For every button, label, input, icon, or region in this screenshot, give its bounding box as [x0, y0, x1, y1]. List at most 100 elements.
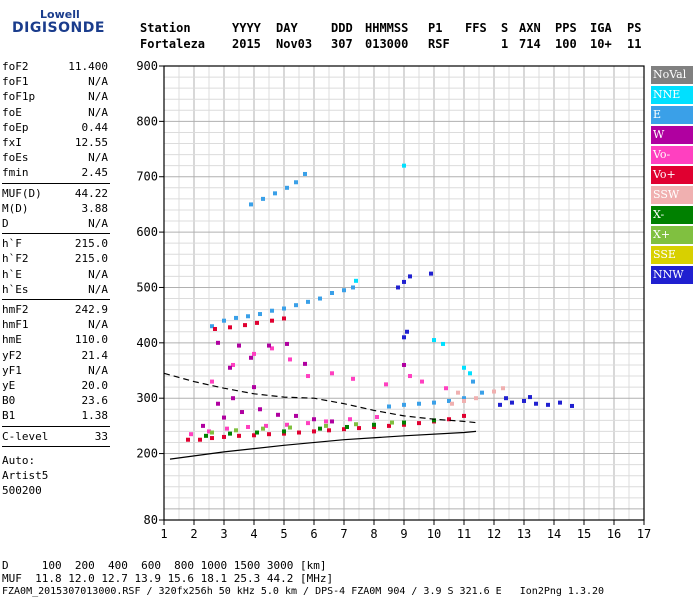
data-point: [249, 202, 253, 207]
header-label-axn: AXN: [519, 21, 541, 35]
param-name: fxI: [2, 136, 22, 149]
param-name: yE: [2, 379, 16, 392]
data-point: [282, 431, 286, 436]
param-name: yF1: [2, 363, 22, 377]
param-name: MUF(D): [2, 186, 42, 200]
param-separator: [2, 445, 110, 447]
data-point: [258, 407, 262, 412]
data-point: [216, 340, 220, 345]
data-point: [402, 422, 406, 427]
param-value: 215.0: [74, 252, 108, 266]
data-point: [390, 420, 394, 425]
data-point: [294, 180, 298, 185]
param-row-hes: h`Es N/A: [0, 283, 108, 297]
data-point: [351, 285, 355, 290]
y-tick-label: 600: [136, 225, 158, 239]
legend-item-x: X+: [651, 226, 693, 244]
y-tick-label: 800: [136, 114, 158, 128]
header-value-day: Nov03: [276, 37, 313, 51]
data-point: [207, 429, 211, 434]
data-point: [228, 431, 232, 436]
data-point: [222, 434, 226, 439]
param-name: foF1p: [2, 90, 36, 104]
data-point: [534, 401, 538, 406]
data-point: [447, 417, 451, 422]
data-point: [306, 374, 310, 379]
header-value-p1: RSF: [428, 37, 450, 51]
data-point: [408, 274, 412, 279]
header-value-station: Fortaleza: [140, 37, 206, 51]
data-point: [231, 396, 235, 401]
param-separator: [2, 233, 110, 235]
header-label-yyyy: YYYY: [232, 21, 261, 35]
data-point: [324, 419, 328, 424]
param-separator: [2, 425, 110, 427]
param-row-fmin: fmin 2.45: [0, 166, 108, 180]
param-value: 0.44: [81, 120, 109, 134]
param-row-clevel: C-level 33: [0, 430, 108, 444]
data-point: [246, 424, 250, 429]
param-name: foEp: [2, 120, 29, 134]
param-value: 215.0: [74, 237, 108, 251]
data-point: [318, 296, 322, 301]
data-point: [294, 303, 298, 308]
legend-item-vo: Vo+: [651, 166, 693, 184]
data-point: [288, 425, 292, 430]
param-name: hmE: [2, 333, 22, 347]
param-row-foe: foE N/A: [0, 106, 108, 120]
data-point: [258, 312, 262, 317]
param-value: 242.9: [74, 303, 108, 316]
header-label-s: S: [501, 21, 509, 35]
data-point: [330, 291, 334, 295]
x-tick-label: 6: [310, 527, 317, 541]
param-name: h`E: [2, 267, 22, 281]
legend-item-vo: Vo-: [651, 146, 693, 164]
header-label-day: DAY: [276, 21, 298, 35]
header-value-hhmmss: 013000: [365, 37, 409, 51]
legend-item-sse: SSE: [651, 246, 693, 264]
model-line: [169, 430, 477, 460]
header-value-s: 1: [501, 37, 509, 51]
x-tick-label: 15: [577, 527, 591, 541]
data-point: [447, 398, 451, 403]
data-point: [408, 374, 412, 379]
data-point: [267, 432, 271, 437]
data-point: [402, 279, 406, 284]
y-tick-label: 300: [136, 391, 158, 405]
param-separator: [2, 299, 110, 300]
data-point: [285, 341, 289, 346]
data-point: [387, 404, 391, 409]
data-point: [237, 343, 241, 348]
data-point: [231, 362, 235, 367]
legend-item-nne: NNE: [651, 86, 693, 104]
data-point: [396, 285, 400, 290]
param-value: N/A: [88, 151, 108, 165]
param-value: N/A: [88, 75, 108, 89]
param-value: N/A: [88, 318, 108, 332]
param-row-b1: B1 1.38: [0, 409, 108, 423]
x-tick-label: 13: [517, 527, 531, 541]
legend-item-noval: NoVal: [651, 66, 693, 84]
data-point: [225, 426, 229, 431]
data-point: [546, 402, 550, 407]
data-point: [261, 426, 265, 431]
data-point: [303, 171, 307, 176]
header-value-axn: 714: [519, 37, 541, 51]
param-value: 110.0: [74, 333, 108, 347]
y-tick-label: 700: [136, 170, 158, 184]
data-point: [324, 423, 328, 428]
legend-item-ssw: SSW: [651, 186, 693, 204]
x-tick-label: 10: [427, 527, 441, 541]
data-point: [210, 436, 214, 441]
x-tick-label: 3: [220, 527, 227, 541]
header-label-hhmmss: HHMMSS: [365, 21, 409, 35]
data-point: [246, 314, 250, 319]
param-row-hf: h`F 215.0: [0, 237, 108, 251]
param-row-hmf1: hmF1 N/A: [0, 318, 108, 332]
data-point: [198, 437, 202, 442]
auto-scaling-info: Auto:: [2, 453, 36, 467]
param-row-md: M(D) 3.88: [0, 202, 108, 216]
legend-item-e: E: [651, 106, 693, 124]
param-row-ye: yE 20.0: [0, 379, 108, 393]
data-point: [243, 323, 247, 328]
